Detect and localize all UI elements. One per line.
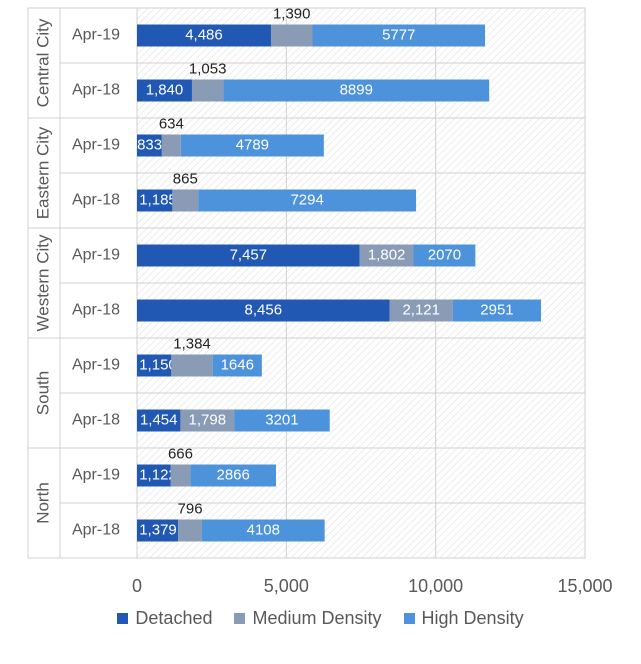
- bar-medium-density: [359, 244, 414, 267]
- bar-medium-density: [191, 79, 224, 102]
- group-label: North: [33, 482, 52, 524]
- bar-high-density: [201, 519, 325, 542]
- bar-detached: [137, 24, 271, 47]
- legend-label-medium-density: Medium Density: [252, 608, 382, 628]
- data-label-medium-density: 1,384: [173, 335, 211, 352]
- data-label-detached: 7,457: [230, 246, 268, 263]
- bar-detached: [137, 299, 390, 322]
- data-label-medium-density: 634: [159, 115, 184, 132]
- legend-swatch-high-density: [403, 613, 415, 624]
- row-label: Apr-18: [72, 82, 120, 99]
- x-tick-label: 10,000: [408, 576, 463, 596]
- bar-high-density: [198, 189, 417, 212]
- data-label-detached: 1,185: [139, 191, 177, 208]
- legend-item-medium-density: Medium Density: [234, 608, 382, 629]
- bar-high-density: [223, 79, 490, 102]
- data-label-medium-density: 1,390: [273, 5, 311, 22]
- row-label: Apr-18: [72, 522, 120, 539]
- bar-medium-density: [171, 354, 213, 377]
- data-label-high-density: 3201: [265, 411, 298, 428]
- bar-detached: [137, 79, 192, 102]
- row-label: Apr-19: [72, 27, 120, 44]
- bar-detached: [137, 409, 181, 432]
- bar-detached: [137, 189, 173, 212]
- bar-medium-density: [178, 519, 202, 542]
- row-label: Apr-19: [72, 247, 120, 264]
- bar-detached: [137, 519, 179, 542]
- bar-medium-density: [161, 134, 181, 157]
- bar-medium-density: [170, 464, 191, 487]
- data-label-detached: 1,454: [140, 411, 178, 428]
- bar-high-density: [413, 244, 476, 267]
- data-label-medium-density: 1,802: [368, 246, 406, 263]
- bar-detached: [137, 464, 171, 487]
- data-label-high-density: 2866: [217, 466, 250, 483]
- data-label-high-density: 5777: [382, 26, 415, 43]
- bar-high-density: [234, 409, 330, 432]
- data-label-high-density: 1646: [221, 356, 254, 373]
- bar-high-density: [190, 464, 276, 487]
- legend-item-detached: Detached: [117, 608, 212, 629]
- group-label: Central City: [33, 18, 52, 107]
- bar-detached: [137, 354, 172, 377]
- legend-label-high-density: High Density: [421, 608, 524, 628]
- legend: Detached Medium Density High Density: [0, 608, 641, 629]
- legend-label-detached: Detached: [135, 608, 213, 628]
- data-label-detached: 1,150: [139, 356, 177, 373]
- bar-high-density: [212, 354, 262, 377]
- data-label-high-density: 2951: [480, 301, 513, 318]
- group-label: Western City: [33, 234, 52, 331]
- row-label: Apr-18: [72, 302, 120, 319]
- legend-swatch-medium-density: [234, 613, 246, 624]
- bar-detached: [137, 134, 162, 157]
- x-tick-label: 15,000: [557, 576, 612, 596]
- data-label-medium-density: 666: [168, 445, 193, 462]
- bar-detached: [137, 244, 360, 267]
- data-label-medium-density: 796: [178, 500, 203, 517]
- group-label: South: [33, 371, 52, 415]
- row-label: Apr-18: [72, 192, 120, 209]
- data-label-high-density: 4789: [236, 136, 269, 153]
- data-label-high-density: 7294: [290, 191, 323, 208]
- bar-high-density: [312, 24, 486, 47]
- data-label-high-density: 8899: [340, 81, 373, 98]
- data-label-detached: 1,379: [139, 521, 177, 538]
- data-label-detached: 1,840: [146, 81, 184, 98]
- group-label: Eastern City: [33, 126, 52, 219]
- row-label: Apr-19: [72, 137, 120, 154]
- bar-medium-density: [180, 409, 235, 432]
- data-label-detached: 4,486: [185, 26, 223, 43]
- data-label-high-density: 4108: [247, 521, 280, 538]
- data-label-detached: 833: [137, 136, 162, 153]
- data-label-detached: 8,456: [245, 301, 283, 318]
- legend-item-high-density: High Density: [403, 608, 524, 629]
- data-label-medium-density: 865: [173, 170, 198, 187]
- data-label-medium-density: 1,798: [189, 411, 227, 428]
- bar-high-density: [452, 299, 542, 322]
- data-label-high-density: 2070: [428, 246, 461, 263]
- legend-swatch-detached: [117, 613, 129, 624]
- row-label: Apr-19: [72, 357, 120, 374]
- data-label-medium-density: 1,053: [189, 60, 227, 77]
- data-label-medium-density: 2,121: [402, 301, 440, 318]
- x-tick-label: 5,000: [264, 576, 309, 596]
- row-label: Apr-18: [72, 412, 120, 429]
- bar-medium-density: [389, 299, 453, 322]
- x-tick-label: 0: [132, 576, 142, 596]
- bar-medium-density: [172, 189, 199, 212]
- data-label-detached: 1,122: [139, 466, 177, 483]
- bar-medium-density: [270, 24, 313, 47]
- bar-high-density: [180, 134, 324, 157]
- row-label: Apr-19: [72, 467, 120, 484]
